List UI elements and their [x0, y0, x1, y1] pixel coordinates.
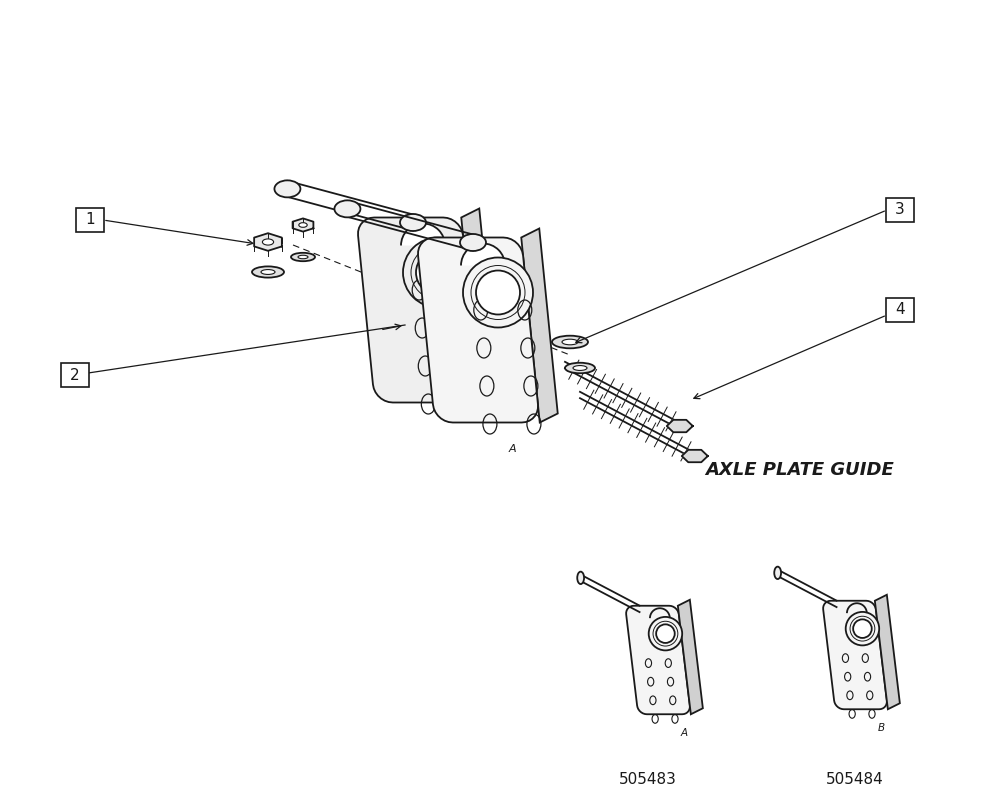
- FancyBboxPatch shape: [76, 208, 104, 232]
- Circle shape: [476, 271, 520, 314]
- Ellipse shape: [334, 200, 360, 217]
- Circle shape: [463, 258, 533, 327]
- Text: 505484: 505484: [826, 772, 884, 788]
- Ellipse shape: [577, 571, 584, 584]
- Wedge shape: [402, 225, 444, 246]
- Polygon shape: [667, 420, 693, 432]
- Ellipse shape: [562, 339, 578, 345]
- Circle shape: [649, 617, 682, 650]
- Polygon shape: [682, 450, 708, 462]
- Text: AXLE PLATE GUIDE: AXLE PLATE GUIDE: [706, 461, 894, 479]
- Text: A: A: [681, 727, 688, 738]
- Ellipse shape: [573, 365, 587, 370]
- Wedge shape: [462, 245, 504, 266]
- Ellipse shape: [252, 267, 284, 278]
- Ellipse shape: [460, 234, 486, 251]
- FancyBboxPatch shape: [61, 363, 89, 387]
- Ellipse shape: [274, 180, 300, 197]
- Circle shape: [403, 238, 473, 308]
- Polygon shape: [521, 229, 558, 423]
- Ellipse shape: [298, 255, 308, 259]
- Ellipse shape: [774, 566, 781, 579]
- Text: 505483: 505483: [619, 772, 677, 788]
- Ellipse shape: [262, 239, 274, 245]
- Ellipse shape: [299, 223, 307, 227]
- FancyBboxPatch shape: [886, 198, 914, 222]
- Text: A: A: [508, 444, 516, 454]
- Polygon shape: [358, 217, 478, 402]
- Polygon shape: [823, 601, 887, 709]
- Circle shape: [853, 620, 872, 638]
- Text: 1: 1: [85, 213, 95, 228]
- Circle shape: [416, 250, 460, 294]
- Polygon shape: [293, 218, 313, 232]
- Circle shape: [846, 612, 879, 646]
- Ellipse shape: [565, 363, 595, 373]
- Ellipse shape: [291, 253, 315, 261]
- Text: B: B: [878, 722, 885, 733]
- Ellipse shape: [400, 214, 426, 231]
- Ellipse shape: [552, 335, 588, 348]
- Polygon shape: [875, 595, 900, 709]
- Text: 3: 3: [895, 203, 905, 217]
- Polygon shape: [626, 606, 690, 714]
- Text: 4: 4: [895, 302, 905, 318]
- Circle shape: [656, 625, 675, 643]
- Polygon shape: [461, 208, 498, 402]
- FancyBboxPatch shape: [886, 298, 914, 322]
- Polygon shape: [418, 238, 538, 423]
- Polygon shape: [254, 234, 282, 250]
- Text: 2: 2: [70, 368, 80, 382]
- Polygon shape: [678, 600, 703, 714]
- Ellipse shape: [261, 270, 275, 275]
